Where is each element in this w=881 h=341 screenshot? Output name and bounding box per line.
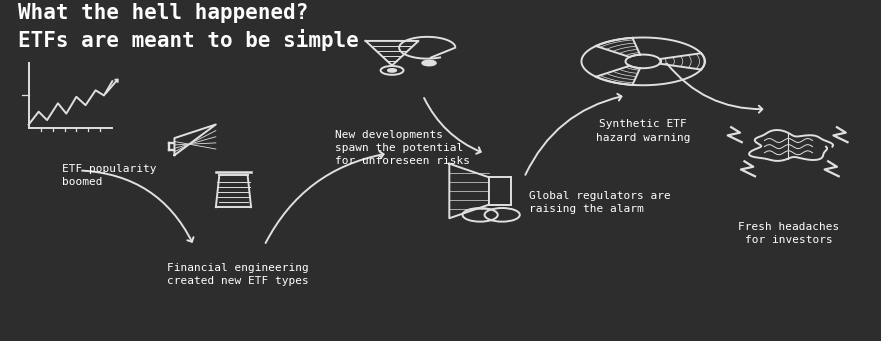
Text: Global regulators are
raising the alarm: Global regulators are raising the alarm bbox=[529, 191, 670, 214]
Text: ETF popularity
boomed: ETF popularity boomed bbox=[62, 164, 156, 187]
Circle shape bbox=[388, 69, 396, 72]
Text: What the hell happened?
ETFs are meant to be simple: What the hell happened? ETFs are meant t… bbox=[18, 3, 359, 51]
Text: Synthetic ETF
hazard warning: Synthetic ETF hazard warning bbox=[596, 119, 691, 143]
Text: Fresh headaches
for investors: Fresh headaches for investors bbox=[738, 222, 839, 245]
Text: New developments
spawn the potential
for unforeseen risks: New developments spawn the potential for… bbox=[335, 130, 470, 166]
Text: Financial engineering
created new ETF types: Financial engineering created new ETF ty… bbox=[167, 263, 308, 286]
Circle shape bbox=[422, 60, 436, 66]
